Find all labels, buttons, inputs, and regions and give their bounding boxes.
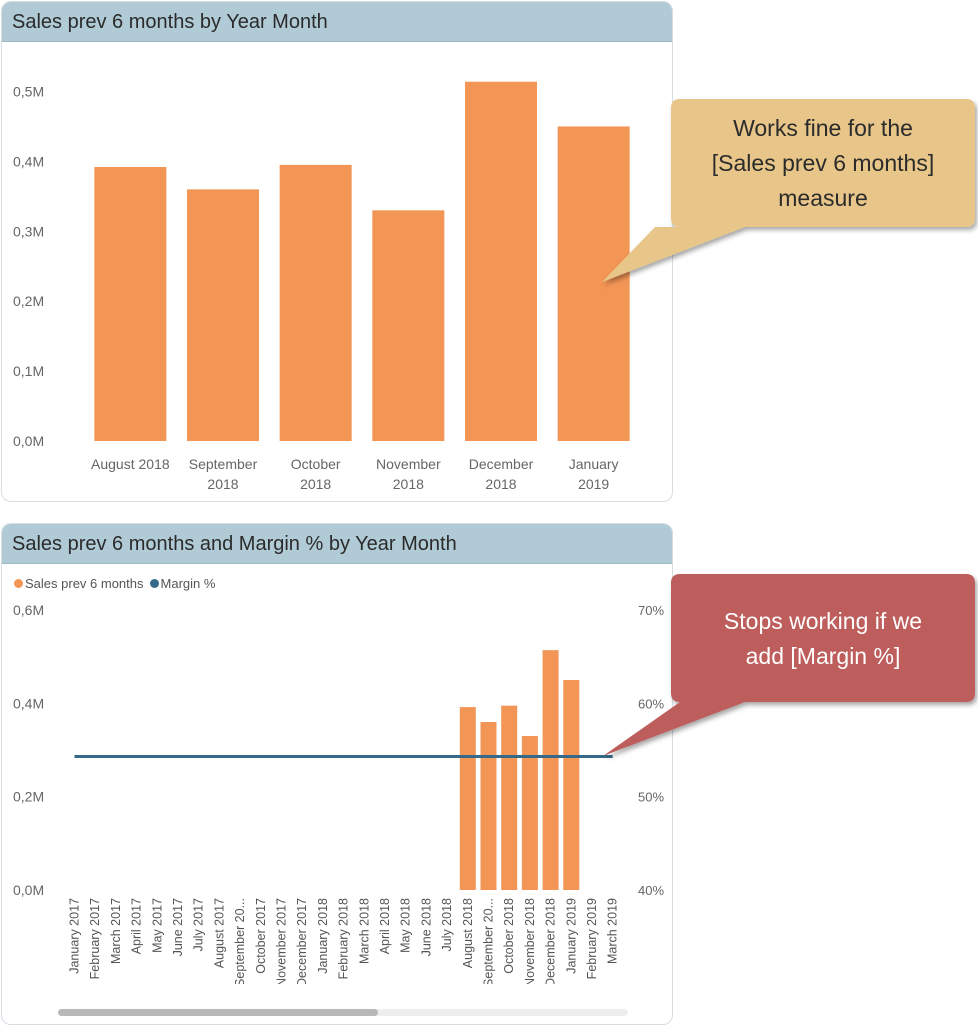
- chart-title: Sales prev 6 months by Year Month: [2, 2, 672, 42]
- callout-text-line: [Sales prev 6 months]: [711, 150, 935, 176]
- bar: [372, 210, 445, 441]
- legend-item-margin[interactable]: Margin %: [149, 576, 216, 591]
- bar: [542, 650, 559, 890]
- x-tick-label: January 2019: [564, 898, 578, 974]
- chart-panel-sales[interactable]: Sales prev 6 months by Year Month 0,0M 0,…: [1, 1, 673, 502]
- x-tick-label: December 2017: [295, 898, 309, 984]
- x-tick-label: March 2017: [109, 898, 123, 964]
- x-tick-label: November 2018: [523, 898, 537, 984]
- legend-item-sales[interactable]: Sales prev 6 months: [14, 576, 144, 591]
- x-tick-label: June 2017: [171, 898, 185, 956]
- x-tick-label: January: [569, 456, 619, 472]
- y-tick-label: 0,2M: [13, 293, 44, 309]
- x-tick-label: April 2018: [378, 898, 392, 954]
- x-tick-label: 2018: [207, 476, 238, 492]
- x-tick-label: 2018: [393, 476, 424, 492]
- chart-panel-sales-margin[interactable]: Sales prev 6 months and Margin % by Year…: [1, 523, 673, 1025]
- y-tick-label: 0,3M: [13, 223, 44, 239]
- legend-label: Sales prev 6 months: [25, 576, 144, 591]
- y-tick-label: 0,4M: [13, 153, 44, 169]
- y-tick-label: 0,1M: [13, 363, 44, 379]
- x-tick-label: January 2018: [316, 898, 330, 974]
- bar: [563, 680, 580, 890]
- bar-chart-sales: 0,0M 0,1M 0,2M 0,3M 0,4M 0,5M August 2018 Septe…: [13, 81, 630, 492]
- x-tick-label: January 2017: [68, 898, 82, 974]
- x-tick-label: July 2018: [440, 898, 454, 952]
- chart-legend: Sales prev 6 months Margin %: [14, 576, 215, 591]
- x-tick-label: April 2017: [130, 898, 144, 954]
- legend-dot-icon: [149, 579, 159, 588]
- callout-text: Stops working if we add [Margin %]: [671, 604, 975, 674]
- y-tick-label: 0,4M: [13, 695, 44, 711]
- y2-tick-label: 40%: [638, 883, 664, 898]
- x-tick-label: February 2019: [585, 898, 599, 979]
- bar: [501, 705, 518, 890]
- y-tick-label: 0,2M: [13, 789, 44, 805]
- bar: [465, 81, 537, 442]
- y-tick-label: 0,5M: [13, 84, 44, 100]
- x-tick-label: August 2018: [91, 456, 170, 472]
- x-tick-label: 2019: [578, 476, 609, 492]
- x-tick-label: June 2018: [419, 898, 433, 956]
- x-tick-label: September 20...: [233, 898, 247, 984]
- x-tick-label: March 2019: [606, 898, 620, 964]
- y-tick-label: 0,0M: [13, 433, 44, 449]
- x-tick-label: October: [291, 456, 341, 472]
- y2-tick-label: 70%: [638, 603, 664, 618]
- callout-text-line: measure: [778, 185, 868, 211]
- combo-chart-sales-margin: 0,0M 0,2M 0,4M 0,6M 40% 50% 60% 70% January 2017…: [13, 602, 664, 984]
- x-tick-label: December 2018: [544, 898, 558, 984]
- x-tick-label: 2018: [485, 476, 516, 492]
- bar: [459, 707, 476, 890]
- horizontal-scrollbar[interactable]: [58, 1009, 628, 1016]
- callout-text: Works fine for the [Sales prev 6 months] m…: [671, 111, 975, 216]
- scrollbar-thumb[interactable]: [58, 1009, 378, 1016]
- x-tick-label: October 2018: [502, 898, 516, 974]
- y-tick-label: 0,0M: [13, 882, 44, 898]
- x-tick-label: September 20...: [482, 898, 496, 984]
- x-tick-label: February 2018: [337, 898, 351, 979]
- x-tick-label: May 2018: [399, 898, 413, 953]
- legend-label: Margin %: [160, 576, 216, 591]
- callout-text-line: add [Margin %]: [745, 643, 901, 669]
- x-tick-label: July 2017: [192, 898, 206, 952]
- x-tick-label: November: [376, 456, 441, 472]
- x-tick-label: March 2018: [357, 898, 371, 964]
- callout-text-line: Works fine for the: [733, 115, 913, 141]
- x-tick-label: September: [189, 456, 258, 472]
- y2-tick-label: 60%: [638, 696, 664, 711]
- bar: [480, 722, 497, 890]
- x-tick-label: October 2017: [254, 898, 268, 974]
- bar: [557, 126, 630, 441]
- x-tick-label: February 2017: [88, 898, 102, 979]
- bar: [279, 164, 352, 441]
- chart-title: Sales prev 6 months and Margin % by Year…: [2, 524, 672, 564]
- x-tick-label: May 2017: [150, 898, 164, 953]
- y2-tick-label: 50%: [638, 790, 664, 805]
- x-tick-label: August 2018: [461, 898, 475, 968]
- x-tick-label: November 2017: [275, 898, 289, 984]
- x-tick-label: 2018: [300, 476, 331, 492]
- legend-dot-icon: [14, 579, 23, 588]
- bar: [94, 166, 167, 441]
- x-tick-label: December: [469, 456, 534, 472]
- y-tick-label: 0,6M: [13, 602, 44, 618]
- callout-text-line: Stops working if we: [723, 608, 923, 634]
- bar: [187, 189, 259, 441]
- x-tick-label: August 2017: [212, 898, 226, 968]
- bar: [521, 736, 538, 890]
